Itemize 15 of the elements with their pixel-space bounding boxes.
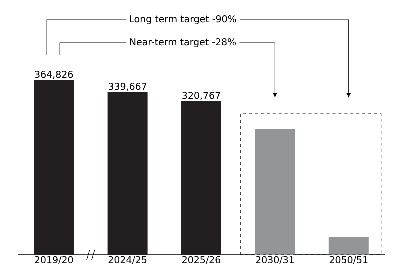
bar	[34, 80, 74, 255]
text: Long term target -90%	[130, 15, 236, 24]
x-tick-label: 2025/26	[182, 256, 221, 264]
x-tick-label: 2024/25	[108, 256, 147, 264]
bar	[328, 237, 369, 255]
x-tick-label: 2050/51	[330, 256, 368, 264]
data-label: 364,826	[35, 70, 74, 80]
data-label: 320,767	[182, 92, 220, 100]
bar	[182, 101, 222, 255]
bar	[255, 129, 296, 255]
text: Near-term target -28%	[130, 38, 236, 48]
x-tick-label: 2030/31	[256, 256, 294, 264]
x-tick-label: 2019/20	[35, 256, 74, 264]
bar	[108, 92, 148, 255]
data-label: 339,667	[108, 82, 147, 92]
